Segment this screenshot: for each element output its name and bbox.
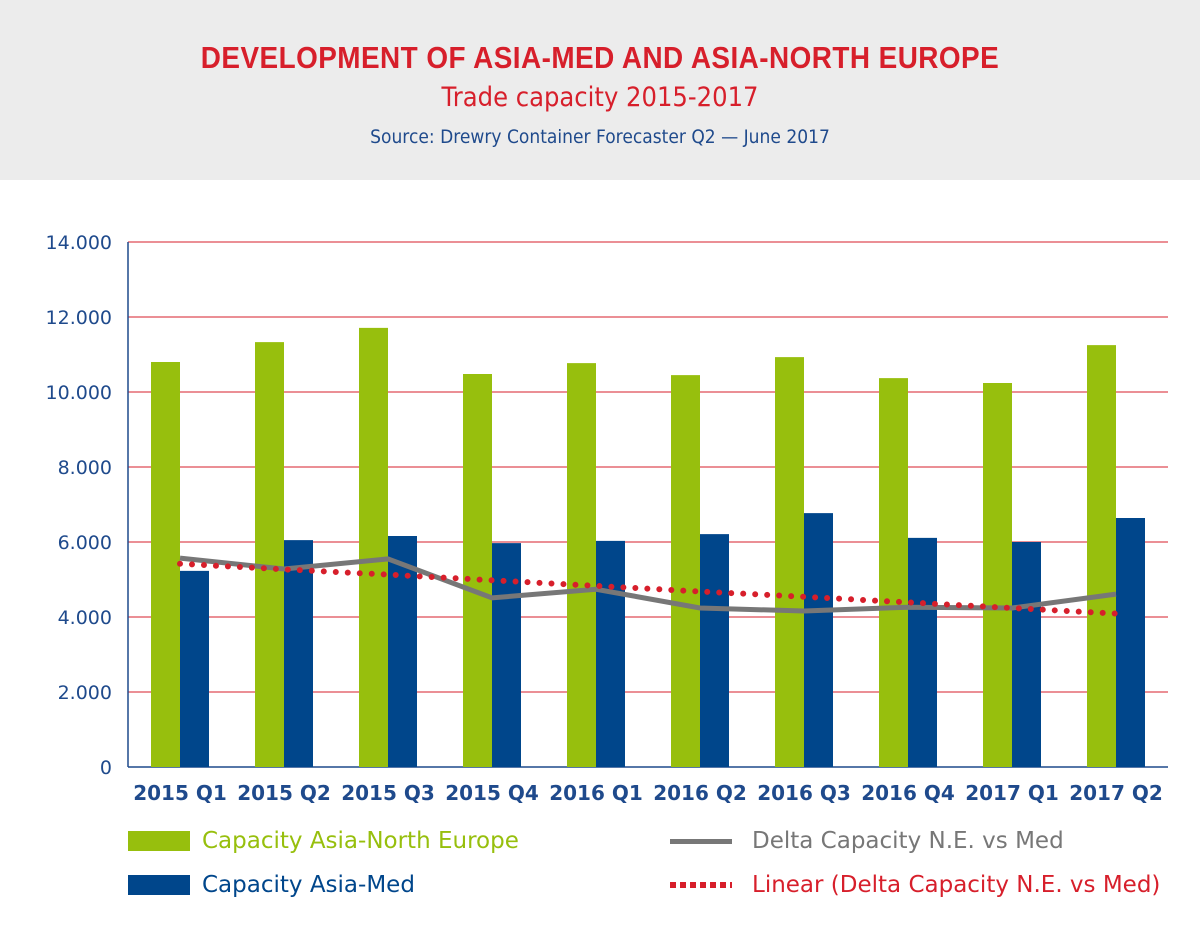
chart-source: Source: Drewry Container Forecaster Q2 —…: [370, 126, 830, 148]
bar-asia-med: [180, 570, 209, 767]
legend-item-delta: Delta Capacity N.E. vs Med: [670, 828, 1064, 854]
bar-asia-north-europe: [879, 378, 908, 767]
legend-label-delta: Delta Capacity N.E. vs Med: [752, 828, 1064, 854]
y-tick-label: 6.000: [58, 532, 112, 554]
legend-item-linear: Linear (Delta Capacity N.E. vs Med): [670, 872, 1160, 898]
bar-asia-north-europe: [359, 327, 388, 767]
legend-item-ne: Capacity Asia-North Europe: [128, 828, 519, 854]
bar-asia-med: [700, 534, 729, 767]
bar-asia-north-europe: [151, 362, 180, 767]
y-tick-label: 12.000: [46, 307, 112, 329]
bar-asia-med: [1116, 518, 1145, 767]
bar-asia-north-europe: [775, 357, 804, 767]
legend-swatch-ne: [128, 831, 190, 851]
bar-asia-north-europe: [463, 374, 492, 767]
bar-asia-north-europe: [567, 363, 596, 767]
bar-asia-med: [284, 540, 313, 767]
y-tick-label: 14.000: [46, 232, 112, 254]
legend-item-med: Capacity Asia-Med: [128, 872, 415, 898]
chart-header: DEVELOPMENT OF ASIA-MED AND ASIA-NORTH E…: [0, 0, 1200, 180]
y-tick-label: 2.000: [58, 682, 112, 704]
bar-asia-med: [1012, 542, 1041, 767]
bar-asia-med: [908, 537, 937, 767]
line-linear-trend: [177, 560, 1119, 617]
legend-swatch-delta: [670, 838, 732, 844]
x-tick-label: 2015 Q1: [133, 781, 227, 805]
bar-asia-north-europe: [1087, 345, 1116, 767]
x-tick-label: 2016 Q3: [757, 781, 851, 805]
y-tick-label: 8.000: [58, 457, 112, 479]
x-tick-label: 2015 Q3: [341, 781, 435, 805]
y-tick-label: 4.000: [58, 607, 112, 629]
legend-swatch-linear: [670, 882, 732, 888]
legend-label-ne: Capacity Asia-North Europe: [202, 828, 519, 854]
bar-asia-north-europe: [671, 375, 700, 767]
x-tick-label: 2015 Q4: [445, 781, 539, 805]
x-tick-label: 2017 Q1: [965, 781, 1059, 805]
line-delta-capacity: [179, 555, 1117, 614]
x-tick-label: 2015 Q2: [237, 781, 331, 805]
legend-label-linear: Linear (Delta Capacity N.E. vs Med): [752, 872, 1161, 898]
legend-swatch-med: [128, 875, 190, 895]
chart-title: DEVELOPMENT OF ASIA-MED AND ASIA-NORTH E…: [200, 40, 1000, 75]
legend-label-med: Capacity Asia-Med: [202, 872, 415, 898]
bar-asia-north-europe: [983, 383, 1012, 767]
x-tick-label: 2017 Q2: [1069, 781, 1163, 805]
chart-subtitle: Trade capacity 2015-2017: [441, 82, 759, 113]
y-tick-label: 10.000: [46, 382, 112, 404]
bar-asia-med: [596, 540, 625, 767]
x-tick-label: 2016 Q1: [549, 781, 643, 805]
bar-asia-med: [492, 543, 521, 767]
x-tick-label: 2016 Q4: [861, 781, 955, 805]
bar-asia-med: [804, 513, 833, 767]
x-tick-label: 2016 Q2: [653, 781, 747, 805]
bar-asia-north-europe: [255, 342, 284, 767]
y-tick-label: 0: [100, 757, 112, 779]
